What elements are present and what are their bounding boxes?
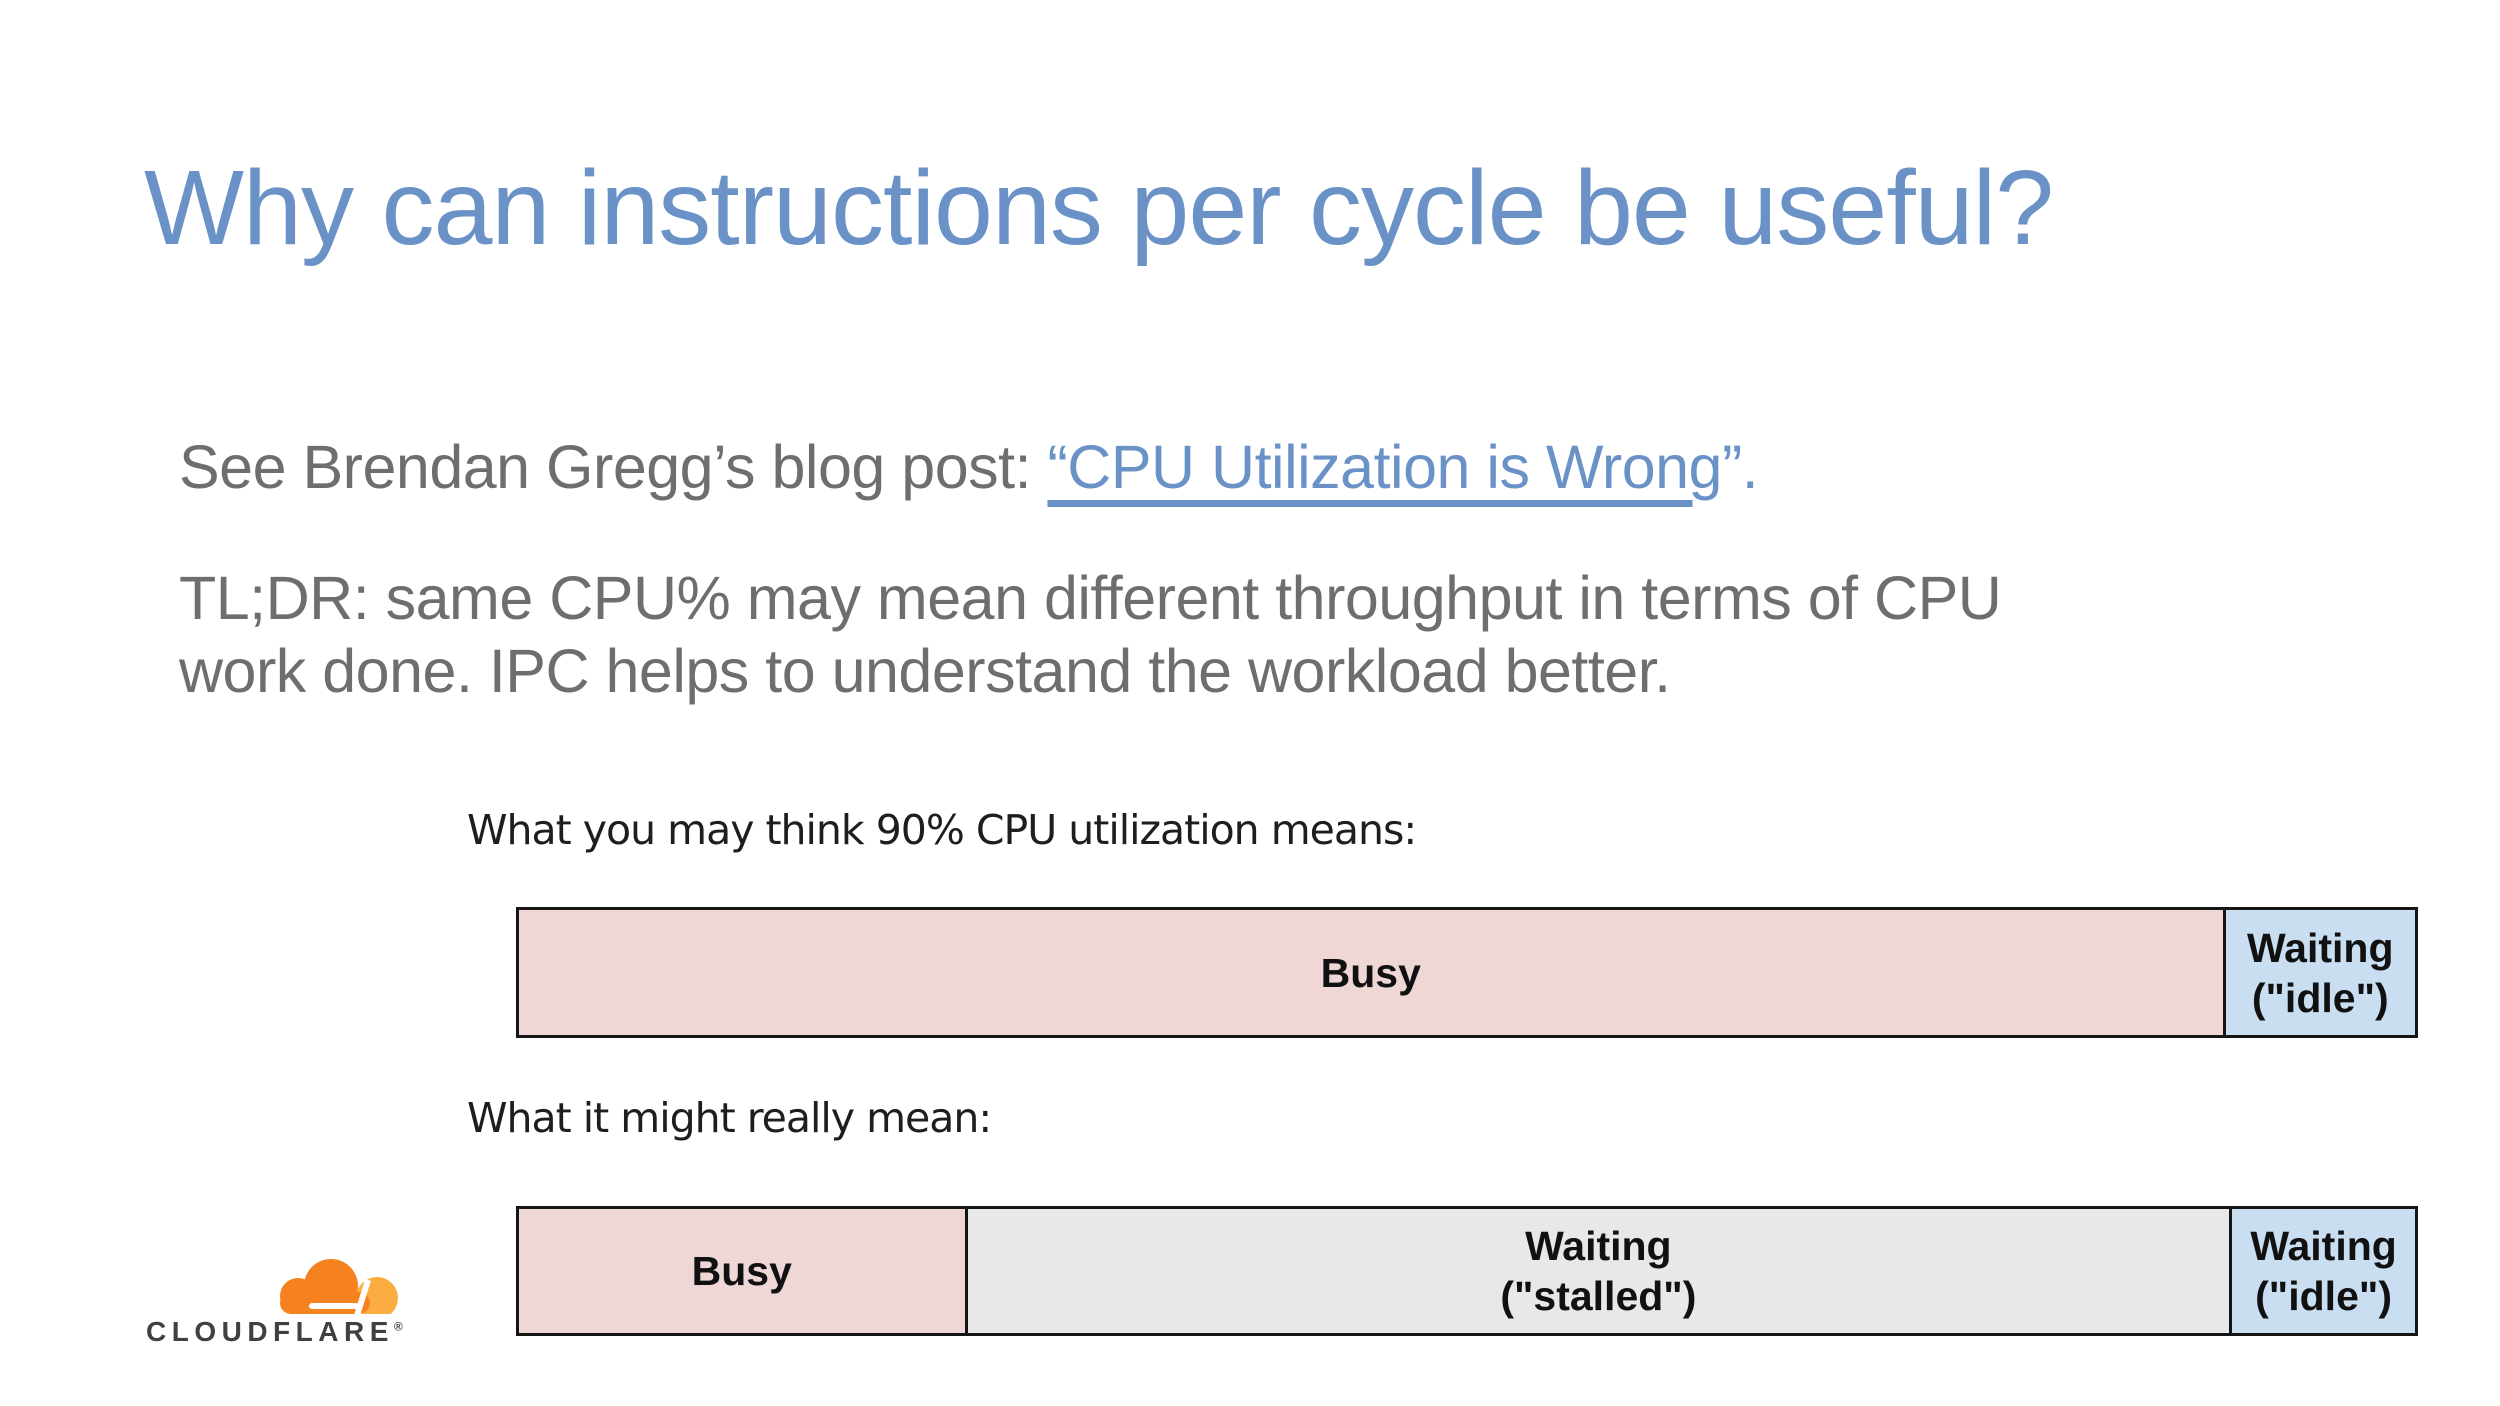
bar-segment-label: Waiting [2247,924,2394,971]
bar-segment-label: Busy [1320,949,1421,996]
bar-segment-label: Busy [691,1248,792,1294]
bar-segment-waiting-idle: Waiting ("idle") [2229,1209,2415,1333]
bar-segment-label: ("idle") [2251,974,2389,1021]
intro-sentence: See Brendan Gregg’s blog post: “CPU Util… [179,437,1759,498]
tldr-paragraph: TL;DR: same CPU% may mean different thro… [179,562,2002,708]
intro-prefix: See Brendan Gregg’s blog post: [179,433,1048,501]
cpu-utilization-bar-reality: Busy Waiting ("stalled") Waiting ("idle") [516,1206,2418,1336]
registered-trademark-symbol: ® [393,1319,403,1334]
bar-segment-busy: Busy [519,910,2223,1035]
cloudflare-wordmark: CLOUDFLARE® [146,1318,403,1346]
diagram-caption-reality: What it might really mean: [467,1094,992,1142]
bar-segment-label: Waiting [1525,1223,1672,1269]
diagram-caption-expected: What you may think 90% CPU utilization m… [467,806,1417,854]
bar-segment-label: Waiting [2250,1223,2397,1269]
blog-post-link[interactable]: “CPU Utilization is Wrong [1047,433,1722,501]
intro-suffix: ”. [1721,433,1759,501]
tldr-line-1: TL;DR: same CPU% may mean different thro… [179,564,2002,632]
cloudflare-cloud-icon [267,1259,403,1320]
bar-segment-label: ("idle") [2255,1273,2392,1319]
bar-segment-busy: Busy [519,1209,965,1333]
bar-segment-label: ("stalled") [1500,1273,1697,1319]
cloudflare-brand-text: CLOUDFLARE [146,1316,394,1347]
cpu-utilization-bar-expected: Busy Waiting ("idle") [516,907,2418,1038]
slide-title: Why can instructions per cycle be useful… [144,149,2054,267]
bar-segment-waiting-stalled: Waiting ("stalled") [964,1209,2230,1333]
bar-segment-waiting-idle: Waiting ("idle") [2222,910,2415,1035]
tldr-line-2: work done. IPC helps to understand the w… [179,637,1671,705]
